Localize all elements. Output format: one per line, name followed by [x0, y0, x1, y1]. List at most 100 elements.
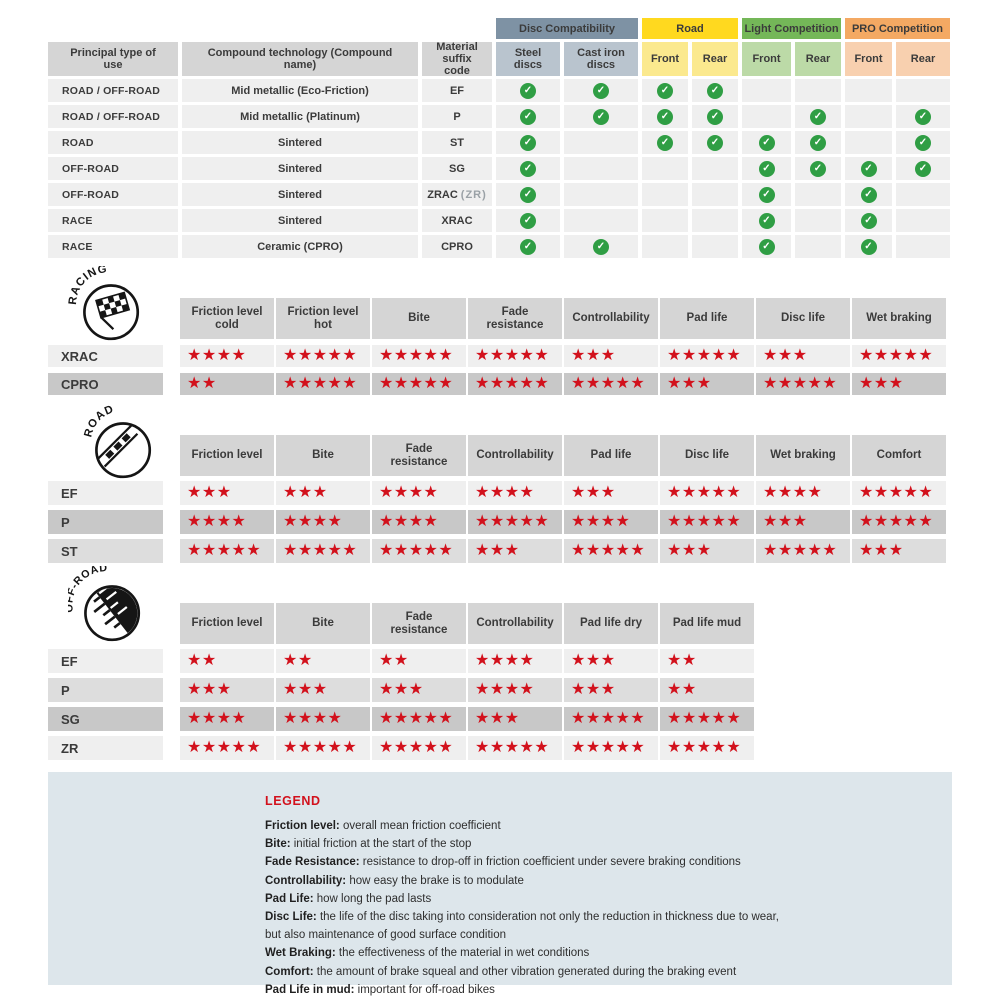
- compat-cell: [845, 79, 892, 102]
- compat-cell: ✓: [742, 209, 791, 232]
- star-rating-cell: ★★★★★: [276, 345, 370, 367]
- suffix-code: EF: [449, 84, 465, 97]
- star-rating-cell: ★★★★: [180, 510, 274, 534]
- star-icons: ★★★★★: [283, 375, 358, 392]
- legend-term: Pad Life in mud:: [265, 983, 358, 996]
- compat-cell: ✓: [795, 105, 841, 128]
- compat-cell: [896, 209, 950, 232]
- rating-row-label: XRAC: [48, 345, 163, 367]
- road-icon: ROAD: [80, 403, 160, 484]
- rating-column-header: Friction level: [180, 603, 274, 644]
- rating-column-header: Friction level cold: [180, 298, 274, 339]
- rating-column-header: Friction level hot: [276, 298, 370, 339]
- star-icons: ★★★★: [763, 484, 823, 501]
- subcolumn-header-disc-compatibility: Steel discs: [496, 42, 560, 76]
- star-icons: ★★: [667, 652, 697, 669]
- compat-cell: ✓: [742, 235, 791, 258]
- check-icon: ✓: [758, 134, 775, 151]
- compat-cell: ✓: [742, 131, 791, 154]
- star-icons: ★★★★★: [859, 484, 934, 501]
- column-header-suffix: Material suffix code: [422, 41, 492, 77]
- compat-cell: ✓: [496, 157, 560, 180]
- legend-desc: overall mean friction coefficient: [342, 820, 501, 832]
- subcolumn-header-pro-competition: Rear: [896, 42, 950, 76]
- star-rating-cell: ★★★★★: [756, 539, 850, 563]
- legend-term: Bite:: [265, 838, 294, 851]
- star-icons: ★★★: [475, 542, 520, 559]
- star-icons: ★★★★★: [667, 739, 742, 756]
- rating-column-header: Controllability: [468, 435, 562, 476]
- star-icons: ★★★★★: [859, 513, 934, 530]
- legend-term: Disc Life:: [265, 911, 320, 924]
- use-cell: RACE: [48, 235, 178, 258]
- star-icons: ★★★: [283, 484, 328, 501]
- compat-cell: [642, 157, 688, 180]
- check-icon: ✓: [758, 212, 775, 229]
- check-icon: ✓: [758, 238, 775, 255]
- rating-header-spacer: [48, 435, 163, 476]
- rating-header-spacer: [48, 298, 163, 339]
- legend-items: Friction level: overall mean friction co…: [265, 817, 922, 999]
- rating-column-header: Controllability: [468, 603, 562, 644]
- subcolumn-header-disc-compatibility: Cast iron discs: [564, 42, 638, 76]
- star-icons: ★★★★★: [859, 347, 934, 364]
- rating-row: EF ★★★ ★★★ ★★★★ ★★★★ ★★★ ★★★★★ ★★★★ ★★★★★: [48, 481, 948, 505]
- racing-ratings-table: Friction level cold Friction level hot Bit…: [48, 298, 948, 395]
- star-rating-cell: ★★★★★: [756, 373, 850, 395]
- compat-cell: ✓: [896, 131, 950, 154]
- legend-line: but also maintenance of good surface con…: [265, 926, 922, 944]
- suffix-cell: CPRO: [422, 235, 492, 258]
- rating-column-header: Bite: [276, 435, 370, 476]
- compatibility-grid: Disc Compatibility Road Light Competition P…: [48, 18, 954, 258]
- compat-cell: ✓: [564, 105, 638, 128]
- star-icons: ★★★★: [283, 513, 343, 530]
- rating-row: ST ★★★★★ ★★★★★ ★★★★★ ★★★ ★★★★★ ★★★ ★★★★★ ★★★: [48, 539, 948, 563]
- legend-desc: the effectiveness of the material in wet…: [338, 947, 590, 960]
- rating-row-label: CPRO: [48, 373, 163, 395]
- compat-cell: ✓: [742, 157, 791, 180]
- check-icon: ✓: [860, 212, 877, 229]
- star-rating-cell: ★★★★★: [276, 736, 370, 760]
- subcolumn-header-road: Front: [642, 42, 688, 76]
- star-icons: ★★★★★: [571, 375, 646, 392]
- star-rating-cell: ★★★★: [276, 707, 370, 731]
- legend-content: LEGEND Friction level: overall mean fric…: [48, 772, 952, 999]
- star-icons: ★★★★★: [379, 347, 454, 364]
- offroad-mud-icon: OFF-ROAD: [63, 562, 148, 646]
- compat-cell: [564, 209, 638, 232]
- compat-cell: ✓: [692, 131, 738, 154]
- legend-desc: resistance to drop-off in friction coeff…: [362, 856, 741, 869]
- star-rating-cell: ★★★★: [468, 481, 562, 505]
- rating-column-header: Bite: [372, 298, 466, 339]
- star-rating-cell: ★★★: [756, 345, 850, 367]
- compat-cell: [692, 209, 738, 232]
- star-icons: ★★: [667, 681, 697, 698]
- star-icons: ★★★★: [187, 347, 247, 364]
- use-cell: OFF-ROAD: [48, 183, 178, 206]
- compat-cell: ✓: [564, 79, 638, 102]
- rating-column-header: Fade resistance: [372, 603, 466, 644]
- check-icon: ✓: [593, 238, 609, 255]
- legend-desc: important for off-road bikes: [357, 983, 495, 996]
- rating-row-label: ST: [48, 539, 163, 563]
- compat-cell: ✓: [642, 79, 688, 102]
- star-icons: ★★★★★: [667, 484, 742, 501]
- star-icons: ★★★★★: [379, 710, 454, 727]
- star-icons: ★★★★: [475, 484, 535, 501]
- compat-cell: ✓: [496, 235, 560, 258]
- compat-cell: [795, 235, 841, 258]
- star-icons: ★★★★★: [571, 542, 646, 559]
- star-icons: ★★★: [187, 681, 232, 698]
- compat-cell: ✓: [795, 157, 841, 180]
- star-icons: ★★: [379, 652, 409, 669]
- star-icons: ★★★: [763, 513, 808, 530]
- star-icons: ★★★★★: [187, 542, 262, 559]
- star-rating-cell: ★★: [660, 649, 754, 673]
- rating-row: CPRO ★★ ★★★★★ ★★★★★ ★★★★★ ★★★★★ ★★★ ★★★★★ ★★★: [48, 373, 948, 395]
- star-rating-cell: ★★★★: [468, 678, 562, 702]
- legend-line: Pad Life: how long the pad lasts: [265, 890, 922, 908]
- star-rating-cell: ★★★★: [468, 649, 562, 673]
- star-rating-cell: ★★★★★: [660, 345, 754, 367]
- legend-desc: how easy the brake is to modulate: [349, 874, 524, 887]
- star-rating-cell: ★★★★: [372, 510, 466, 534]
